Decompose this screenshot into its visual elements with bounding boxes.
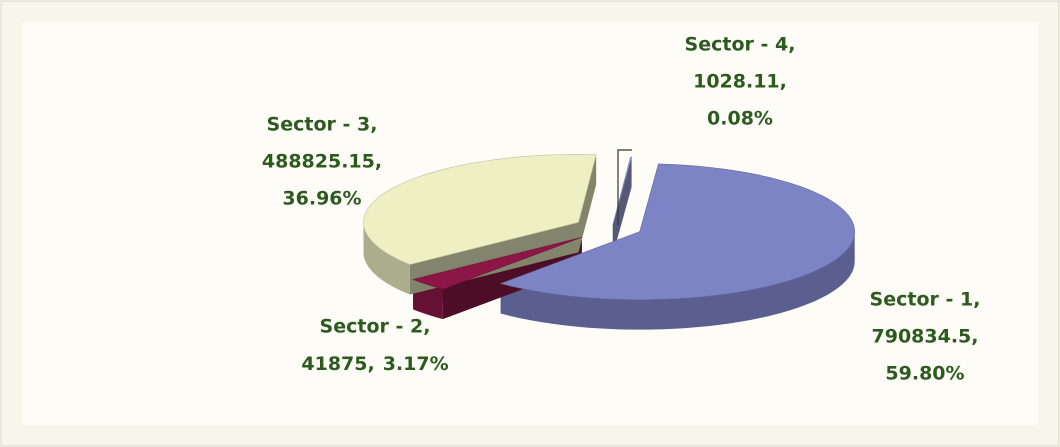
slice-wall — [578, 154, 597, 253]
label-category: Sector - 2, — [320, 316, 431, 338]
pie — [363, 154, 855, 330]
label-value-percent: 41875, 3.17% — [301, 353, 448, 375]
label-value: 1028.11, — [693, 71, 787, 93]
label-value: 41875, — [301, 353, 374, 375]
data-labels: Sector - 1, 790834.5, 59.80% Sector - 2, 418… — [262, 34, 981, 385]
slice-side — [500, 231, 855, 330]
slice-side — [363, 222, 410, 295]
leader-line — [617, 149, 632, 225]
slice-wall — [612, 157, 632, 255]
slice — [363, 154, 597, 265]
label-percent: 36.96% — [282, 188, 361, 210]
label-category: Sector - 3, — [267, 114, 378, 136]
label-category: Sector - 1, — [870, 289, 981, 311]
label-percent: 0.08% — [707, 108, 773, 130]
label-percent: 3.17% — [383, 353, 449, 375]
label-value: 790834.5, — [872, 326, 979, 348]
label-category: Sector - 4, — [685, 34, 796, 56]
label-value: 488825.15, — [262, 151, 382, 173]
label-percent: 59.80% — [885, 363, 964, 385]
slice — [412, 236, 582, 290]
slice — [499, 163, 855, 300]
